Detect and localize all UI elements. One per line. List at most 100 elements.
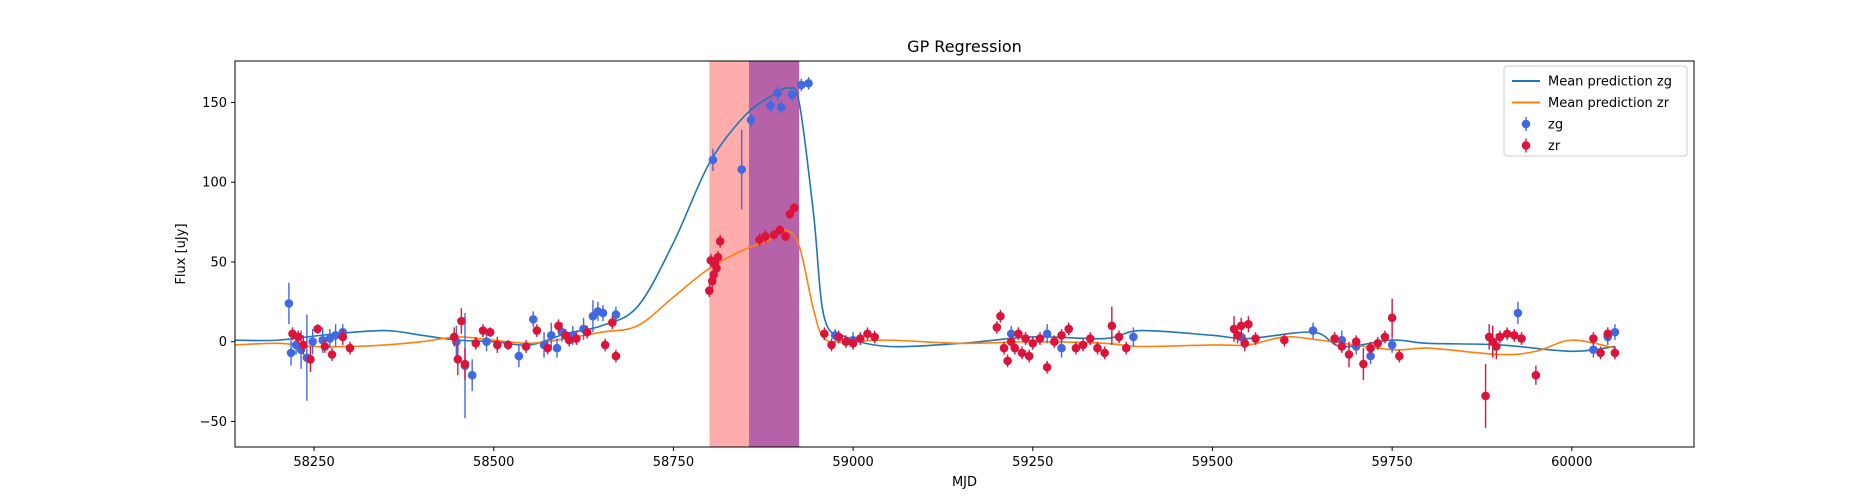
point-zg xyxy=(467,370,477,380)
legend-marker-zg xyxy=(1521,119,1531,129)
point-zr xyxy=(521,342,531,351)
point-zr xyxy=(841,337,851,347)
point-zr xyxy=(1344,350,1354,359)
point-zr xyxy=(1006,337,1016,347)
point-zg xyxy=(1308,326,1318,335)
shaded-region-2 xyxy=(748,61,800,447)
point-zg xyxy=(331,331,340,340)
point-zr xyxy=(1280,335,1289,345)
point-zg xyxy=(1042,329,1052,339)
point-zr xyxy=(1610,348,1620,358)
point-zg xyxy=(1129,332,1138,342)
point-zr xyxy=(1351,337,1361,347)
point-zr xyxy=(478,326,488,335)
point-zr xyxy=(298,340,308,350)
point-zr xyxy=(789,203,799,213)
shaded-regions xyxy=(709,61,800,447)
point-zr xyxy=(769,230,779,240)
point-zr xyxy=(855,334,865,343)
y-tick-label: −50 xyxy=(200,415,227,430)
point-zr xyxy=(338,332,348,342)
point-zr xyxy=(493,340,502,350)
point-zr xyxy=(1021,334,1030,343)
legend-marker-zr xyxy=(1521,141,1531,150)
point-zr xyxy=(1251,334,1260,343)
point-zr xyxy=(1028,339,1038,348)
point-zr xyxy=(582,327,592,337)
x-tick-label: 59250 xyxy=(1012,455,1053,470)
point-zr xyxy=(713,252,723,262)
point-zr xyxy=(827,340,836,350)
point-zr xyxy=(1380,332,1390,342)
x-tick-label: 58750 xyxy=(653,455,694,470)
point-zg xyxy=(528,315,538,324)
point-zr xyxy=(1395,351,1404,361)
point-zr xyxy=(457,316,466,326)
point-zr xyxy=(1050,337,1059,347)
point-zr xyxy=(1085,334,1095,343)
point-zr xyxy=(1017,348,1027,358)
point-zg xyxy=(773,88,782,98)
line-mean-prediction-zg xyxy=(234,86,1616,353)
point-zr xyxy=(1003,356,1012,366)
point-zr xyxy=(1387,313,1397,323)
point-zr xyxy=(863,329,872,339)
point-zr xyxy=(1236,321,1246,331)
point-zg xyxy=(776,102,786,112)
point-zg xyxy=(552,343,562,353)
point-zr xyxy=(532,326,542,335)
point-zg xyxy=(514,351,524,361)
point-zr xyxy=(1024,351,1034,361)
point-zr xyxy=(1100,348,1109,358)
point-zg xyxy=(1006,329,1016,339)
point-zr xyxy=(485,327,495,337)
y-axis-title: Flux [uJy] xyxy=(174,223,189,284)
x-tick-label: 59500 xyxy=(1192,455,1233,470)
x-tick-label: 59750 xyxy=(1371,455,1412,470)
point-zr xyxy=(453,354,463,364)
x-tick-label: 60000 xyxy=(1551,455,1592,470)
point-zr xyxy=(564,335,574,345)
point-zg xyxy=(1610,327,1620,337)
line-mean-prediction-zr xyxy=(234,229,1616,356)
point-zr xyxy=(705,286,714,295)
point-zr xyxy=(1510,331,1519,340)
point-zg xyxy=(1366,351,1375,361)
point-zr xyxy=(1107,321,1117,331)
point-zr xyxy=(1330,334,1339,343)
chart-title: GP Regression xyxy=(907,37,1022,56)
y-axis: −50 0 50 100 150 xyxy=(200,96,235,430)
point-zr xyxy=(1517,334,1526,343)
mean-prediction-lines xyxy=(234,86,1616,356)
point-zr xyxy=(1531,370,1541,380)
point-zr xyxy=(775,225,785,235)
point-zr xyxy=(320,342,330,351)
point-zr xyxy=(848,339,858,348)
point-zg xyxy=(482,337,491,347)
legend-label-zr: zr xyxy=(1548,139,1561,154)
point-zg xyxy=(308,337,317,347)
point-zr xyxy=(1373,339,1383,348)
point-zr xyxy=(1071,343,1081,353)
y-tick-label: 0 xyxy=(219,335,227,350)
point-zg xyxy=(546,331,556,340)
point-zr xyxy=(503,340,513,350)
point-zr xyxy=(1010,343,1020,353)
x-axis: 58250 58500 58750 59000 59250 59500 59750 60000 xyxy=(293,447,1592,470)
data-points xyxy=(284,76,1620,428)
point-zr xyxy=(1114,332,1124,342)
point-zg xyxy=(1589,345,1598,355)
x-tick-label: 58250 xyxy=(293,455,334,470)
point-zr xyxy=(313,324,322,334)
point-zr xyxy=(1240,339,1250,348)
point-zr xyxy=(306,354,315,364)
point-zg xyxy=(746,115,756,125)
point-zr xyxy=(471,339,481,348)
point-zr xyxy=(345,343,355,353)
point-zr xyxy=(1366,343,1375,353)
point-zg xyxy=(804,79,813,88)
point-zg xyxy=(708,155,718,165)
legend-label-mean-prediction-zg: Mean prediction zg xyxy=(1548,75,1672,90)
point-zr xyxy=(611,351,621,361)
point-zr xyxy=(1359,359,1368,369)
